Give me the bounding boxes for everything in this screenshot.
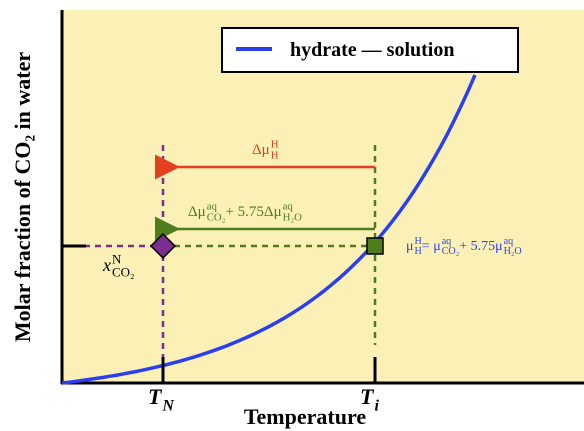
math-sub: H <box>415 246 422 257</box>
legend-label: hydrate — solution <box>290 39 454 61</box>
math-sup: aq <box>504 236 514 247</box>
math-sub: H <box>271 150 279 162</box>
math-sub: N <box>161 398 174 415</box>
math-sup: H <box>415 236 422 247</box>
math-text: x <box>102 255 111 275</box>
math-sup: aq <box>283 201 294 213</box>
math-sub: CO₂ <box>442 246 460 257</box>
math-sub: i <box>374 398 379 415</box>
math-sub: H₂O <box>283 212 303 224</box>
math-text: + 5.75μ <box>459 239 502 254</box>
math-sub: CO₂ <box>112 264 135 279</box>
math-text: + 5.75Δμ <box>225 204 281 220</box>
y-axis-label: Molar fraction of CO₂ in water <box>10 52 35 343</box>
math-text: T <box>360 384 375 409</box>
math-text: μ <box>406 239 414 254</box>
diamond-marker <box>149 232 177 260</box>
math-sup: aq <box>442 236 452 247</box>
math-sub: H₂O <box>504 246 522 257</box>
math-sup: H <box>271 139 279 151</box>
square-marker <box>366 237 384 255</box>
math-text: Δμ <box>252 142 270 158</box>
math-sub: CO₂ <box>207 212 226 224</box>
x-axis-label: Temperature <box>244 404 366 429</box>
math-sup: N <box>112 251 122 266</box>
hydrate-solution-curve <box>61 74 477 385</box>
math-text: Δμ <box>188 204 206 220</box>
math-text: = μ <box>422 239 441 254</box>
math-sup: aq <box>207 201 218 213</box>
math-text: T <box>148 384 163 409</box>
